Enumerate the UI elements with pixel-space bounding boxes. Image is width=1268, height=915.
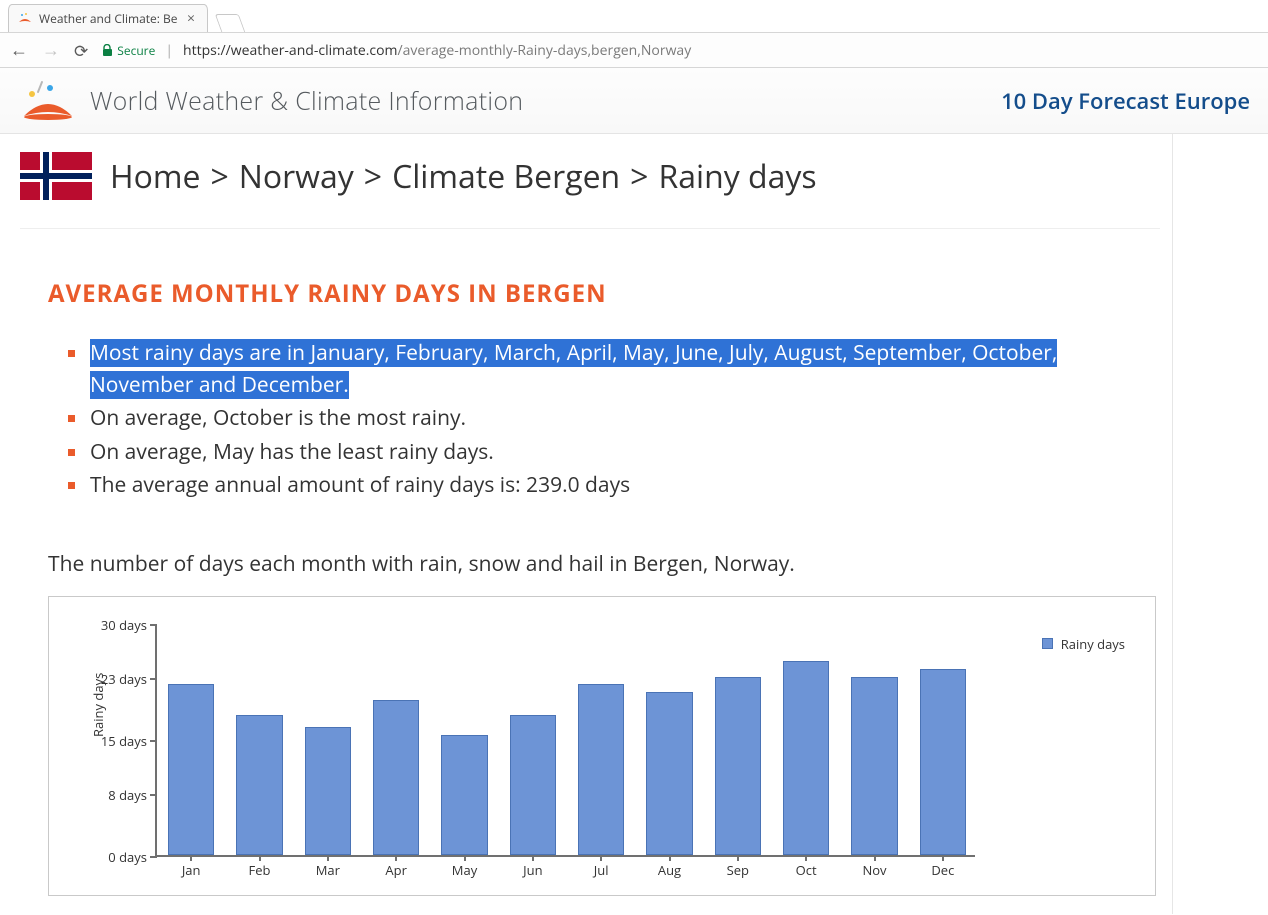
site-logo-icon[interactable]: [18, 76, 78, 126]
x-tick-label: Sep: [727, 861, 749, 879]
x-tick: [669, 855, 671, 861]
y-tick-label: 8 days: [77, 786, 147, 804]
url-path: /average-monthly-Rainy-days,bergen,Norwa…: [398, 41, 692, 60]
y-tick-label: 0 days: [77, 848, 147, 866]
breadcrumb-link[interactable]: Norway: [239, 155, 354, 198]
breadcrumb-separator: >: [630, 155, 648, 198]
breadcrumb: Home>Norway>Climate Bergen>Rainy days: [110, 155, 817, 198]
y-tick-label: 30 days: [77, 616, 147, 634]
x-tick: [737, 855, 739, 861]
x-tick: [395, 855, 397, 861]
site-header: World Weather & Climate Information 10 D…: [0, 68, 1268, 134]
tab-close-icon[interactable]: ×: [183, 9, 199, 28]
x-tick: [190, 855, 192, 861]
legend-label: Rainy days: [1061, 635, 1125, 653]
tab-bar: Weather and Climate: Be ×: [0, 0, 1268, 32]
x-tick-label: Mar: [316, 861, 340, 879]
y-tick: [150, 740, 157, 742]
x-tick: [464, 855, 466, 861]
x-tick-label: Jun: [523, 861, 542, 879]
x-tick-label: Feb: [249, 861, 271, 879]
y-tick-label: 23 days: [77, 670, 147, 688]
favicon-icon: [17, 11, 33, 27]
chart-bar[interactable]: [715, 677, 761, 855]
breadcrumb-link[interactable]: Home: [110, 155, 200, 198]
chart-bar[interactable]: [510, 715, 556, 854]
x-tick: [874, 855, 876, 861]
chart-bar[interactable]: [373, 700, 419, 855]
chart-bar[interactable]: [783, 661, 829, 854]
y-tick: [150, 678, 157, 680]
url-separator: |: [165, 41, 173, 60]
y-tick: [150, 624, 157, 626]
x-tick: [805, 855, 807, 861]
x-tick-label: Dec: [931, 861, 954, 879]
x-tick-label: May: [452, 861, 477, 879]
divider: [20, 228, 1160, 229]
tab-title: Weather and Climate: Be: [39, 10, 183, 27]
x-tick-label: Apr: [385, 861, 407, 879]
fact-item: On average, October is the most rainy.: [68, 403, 1118, 435]
breadcrumb-link[interactable]: Climate Bergen: [392, 155, 620, 198]
legend-swatch-icon: [1042, 638, 1053, 649]
url-text: https://weather-and-climate.com/average-…: [183, 41, 691, 60]
chart-bars: [157, 625, 975, 855]
x-tick-label: Oct: [796, 861, 817, 879]
reload-button[interactable]: ⟳: [74, 39, 88, 62]
chart-legend: Rainy days: [1042, 635, 1125, 653]
forward-button[interactable]: →: [42, 38, 60, 62]
x-tick: [942, 855, 944, 861]
breadcrumb-row: Home>Norway>Climate Bergen>Rainy days: [20, 152, 1248, 200]
breadcrumb-separator: >: [210, 155, 228, 198]
fact-item: Most rainy days are in January, February…: [68, 338, 1118, 401]
browser-tab[interactable]: Weather and Climate: Be ×: [8, 4, 208, 32]
highlighted-text: Most rainy days are in January, February…: [90, 339, 1057, 399]
chart-caption: The number of days each month with rain,…: [48, 550, 1248, 578]
flag-icon: [20, 152, 92, 200]
secure-label: Secure: [117, 42, 155, 59]
fact-item: On average, May has the least rainy days…: [68, 437, 1118, 469]
x-tick-label: Aug: [658, 861, 681, 879]
url-field[interactable]: Secure | https://weather-and-climate.com…: [102, 41, 1258, 60]
page-content: Home>Norway>Climate Bergen>Rainy days AV…: [0, 134, 1268, 914]
new-tab-button[interactable]: [215, 14, 246, 32]
chart-bar[interactable]: [578, 684, 624, 854]
chart-bar[interactable]: [441, 735, 487, 855]
breadcrumb-current: Rainy days: [658, 155, 816, 198]
browser-chrome: Weather and Climate: Be × ← → ⟳ Secure |…: [0, 0, 1268, 68]
fact-item: The average annual amount of rainy days …: [68, 470, 1118, 502]
x-tick: [600, 855, 602, 861]
chart-container: Rainy days 0 days8 days15 days23 days30 …: [48, 596, 1156, 896]
x-tick: [259, 855, 261, 861]
x-tick-label: Jan: [182, 861, 201, 879]
x-tick: [532, 855, 534, 861]
facts-list: Most rainy days are in January, February…: [68, 338, 1118, 502]
chart-bar[interactable]: [305, 727, 351, 855]
y-tick: [150, 794, 157, 796]
address-bar: ← → ⟳ Secure | https://weather-and-clima…: [0, 32, 1268, 68]
vertical-divider: [1172, 134, 1173, 914]
x-tick-label: Nov: [862, 861, 886, 879]
chart-plot-area: 0 days8 days15 days23 days30 daysJanFebM…: [155, 625, 975, 857]
chart-bar[interactable]: [851, 677, 897, 855]
chart-bar[interactable]: [646, 692, 692, 854]
url-host: https://weather-and-climate.com: [183, 41, 397, 60]
site-title: World Weather & Climate Information: [90, 84, 523, 118]
y-tick: [150, 856, 157, 858]
chart-bar[interactable]: [920, 669, 966, 855]
y-tick-label: 15 days: [77, 732, 147, 750]
x-tick: [327, 855, 329, 861]
chart-bar[interactable]: [236, 715, 282, 854]
x-tick-label: Jul: [594, 861, 609, 879]
lock-icon: Secure: [102, 42, 155, 59]
chart-bar[interactable]: [168, 684, 214, 854]
back-button[interactable]: ←: [10, 38, 28, 62]
section-title: AVERAGE MONTHLY RAINY DAYS IN BERGEN: [48, 277, 1248, 310]
breadcrumb-separator: >: [364, 155, 382, 198]
forecast-link[interactable]: 10 Day Forecast Europe: [1001, 86, 1250, 116]
